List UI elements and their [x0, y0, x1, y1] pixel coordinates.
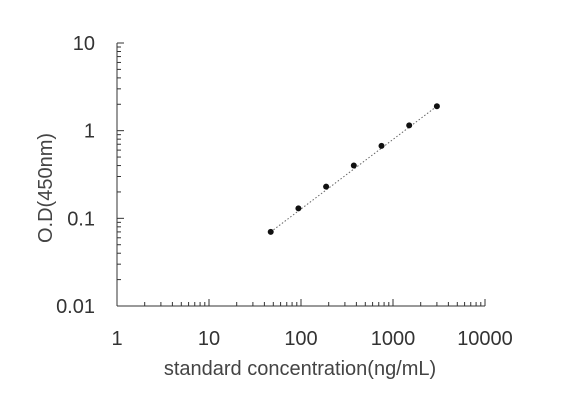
data-point: [406, 122, 413, 129]
data-point: [350, 162, 357, 169]
x-axis-title: standard concentration(ng/mL): [164, 358, 436, 380]
tick-labels: 1 10 100 1000 10000 0.01 0.1 1 10: [56, 33, 513, 350]
y-tick-label: 0.1: [67, 208, 95, 230]
data-point: [295, 205, 302, 212]
data-points: [267, 103, 440, 235]
y-tick-label: 0.01: [56, 296, 95, 318]
data-point: [323, 183, 330, 190]
x-tick-label: 10: [198, 328, 220, 350]
x-tick-label: 1: [111, 328, 122, 350]
x-tick-label: 1000: [371, 328, 416, 350]
x-tick-label: 10000: [457, 328, 513, 350]
axes: [116, 42, 486, 307]
data-point: [267, 228, 274, 235]
data-point: [378, 142, 385, 149]
y-axis-title: O.D(450nm): [35, 133, 57, 243]
y-tick-label: 1: [84, 121, 95, 143]
x-tick-label: 100: [284, 328, 317, 350]
data-point: [433, 103, 440, 110]
y-tick-label: 10: [73, 33, 95, 55]
